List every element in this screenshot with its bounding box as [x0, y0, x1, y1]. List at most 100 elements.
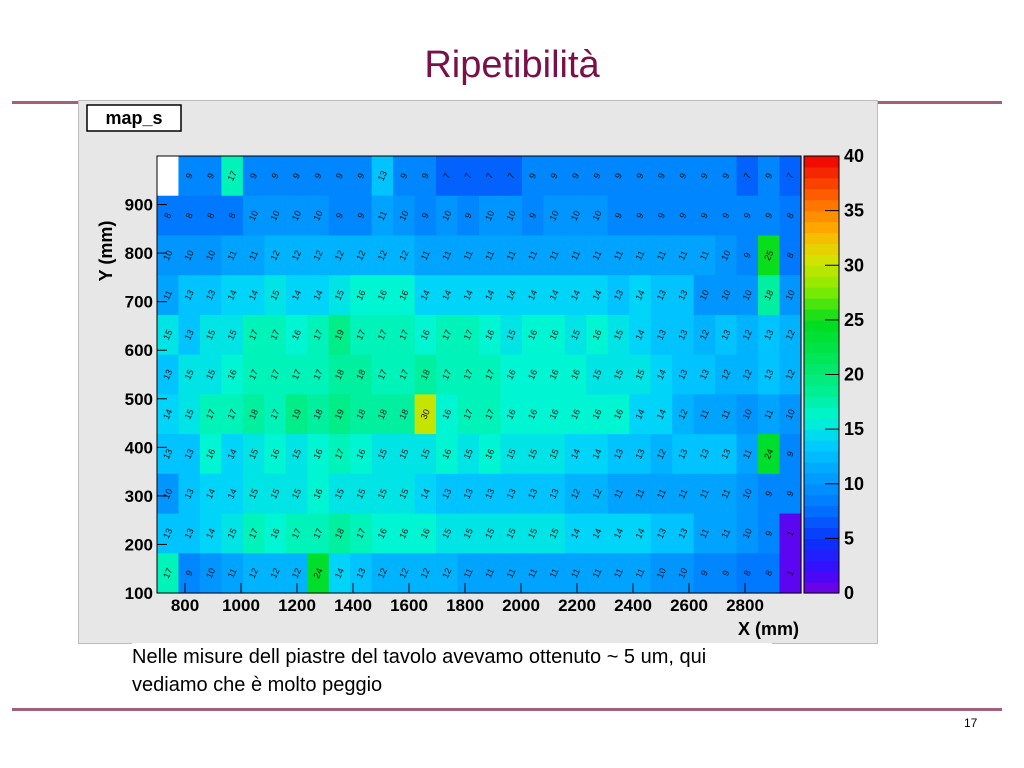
cell-value-label: 9: [420, 171, 431, 180]
cell-value-label: 13: [376, 169, 389, 182]
cell-value-label: 9: [398, 171, 409, 180]
heatmap-cell: [479, 434, 502, 475]
cell-value-label: 12: [268, 249, 281, 262]
heatmap-cell: [543, 394, 566, 435]
heatmap-cell: [157, 156, 180, 197]
colorbar: 0 5 10 15 20 25 30 35 40: [803, 146, 864, 603]
cell-value-label: 15: [183, 368, 196, 381]
colorbar-segment: [804, 341, 839, 354]
x-tick-label: 800: [171, 596, 199, 615]
cell-value-label: 13: [161, 447, 174, 460]
heatmap-cell: [285, 275, 308, 316]
cell-value-label: 16: [397, 288, 410, 301]
cell-value-label: 15: [419, 447, 432, 460]
heatmap-cell: [650, 235, 673, 276]
colorbar-segment: [804, 472, 839, 485]
cell-value-label: 9: [720, 569, 731, 578]
heatmap-cell: [564, 275, 587, 316]
heatmap-cell: [285, 195, 308, 237]
x-tick-label: 2600: [670, 596, 708, 615]
heatmap-cell: [479, 553, 502, 594]
cell-value-label: 13: [698, 368, 711, 381]
cell-value-label: 14: [225, 447, 238, 460]
heatmap-cell: [199, 314, 222, 356]
heatmap-cell: [586, 434, 609, 475]
heatmap-cell: [500, 275, 523, 316]
cell-value-label: 12: [397, 566, 410, 579]
cell-value-label: 16: [354, 288, 367, 301]
heatmap-cell: [672, 473, 695, 515]
heatmap-cell: [178, 235, 201, 276]
heatmap-cell: [693, 314, 716, 356]
heatmap-plot: map_s 9 9 17 9 9 9 9 9 9 13 9 9 7 7 7 7 9 9 9 9 9 9 9 9 9 9 7 9 7 8 8 8…: [78, 100, 878, 644]
heatmap-cell: [285, 473, 308, 515]
cell-value-label: 16: [290, 328, 303, 341]
heatmap-cell: [371, 354, 394, 395]
heatmap-cell: [500, 156, 523, 197]
cell-value-label: 15: [505, 447, 518, 460]
colorbar-tick-label: 15: [844, 419, 864, 439]
cell-value-label: 7: [785, 171, 796, 180]
cell-value-label: 17: [376, 368, 389, 381]
heatmap-cell: [457, 156, 480, 197]
cell-value-label: 16: [311, 447, 324, 460]
cell-value-label: 12: [290, 566, 303, 579]
heatmap-cell: [457, 394, 480, 435]
heatmap-cell: [758, 314, 781, 356]
heatmap-cell: [629, 156, 652, 197]
cell-value-label: 10: [440, 209, 453, 222]
heatmap-cell: [436, 513, 459, 554]
heatmap-cell: [736, 314, 759, 356]
heatmap-cell: [242, 513, 265, 554]
heatmap-cell: [672, 354, 695, 395]
colorbar-segment: [804, 243, 839, 255]
heatmap-cell: [758, 195, 781, 237]
heatmap-cell: [414, 513, 437, 554]
colorbar-tick-label: 40: [844, 146, 864, 166]
heatmap-cell: [607, 195, 630, 237]
cell-value-label: 13: [676, 328, 689, 341]
heatmap-cell: [693, 235, 716, 276]
heatmap-cell: [586, 195, 609, 237]
heatmap-cell: [393, 195, 416, 237]
cell-value-label: 9: [656, 171, 667, 180]
cell-value-label: 18: [333, 527, 346, 540]
cell-value-label: 15: [440, 527, 453, 540]
cell-value-label: 11: [505, 567, 518, 580]
heatmap-cell: [307, 434, 330, 475]
cell-value-label: 16: [397, 527, 410, 540]
heatmap-cell: [371, 195, 394, 237]
heatmap-cell: [242, 354, 265, 395]
cell-value-label: 10: [569, 209, 582, 222]
heatmap-cell: [715, 394, 738, 435]
title-rule-right: [878, 101, 1002, 104]
heatmap-cell: [607, 434, 630, 475]
heatmap-cell: [672, 513, 695, 554]
heatmap-cell: [242, 434, 265, 475]
heatmap-cell: [414, 473, 437, 515]
cell-value-label: 13: [676, 368, 689, 381]
colorbar-segment: [804, 352, 839, 365]
heatmap-cell: [586, 394, 609, 435]
cell-value-label: 14: [290, 288, 303, 301]
cell-value-label: 13: [354, 566, 367, 579]
cell-value-label: 10: [698, 288, 711, 301]
cell-value-label: 11: [676, 249, 689, 262]
cell-value-label: 17: [290, 368, 303, 381]
cell-value-label: 11: [719, 487, 732, 500]
x-tick-label: 2400: [614, 596, 652, 615]
cell-value-label: 15: [183, 408, 196, 421]
heatmap-cell: [350, 354, 373, 395]
heatmap-cell: [242, 394, 265, 435]
heatmap-cell: [586, 473, 609, 515]
heatmap-cell: [157, 314, 180, 356]
heatmap-cell: [758, 275, 781, 316]
cell-value-label: 10: [268, 209, 281, 222]
cell-value-label: 14: [655, 368, 668, 381]
heatmap-cell: [307, 354, 330, 395]
heatmap-cell: [199, 473, 222, 515]
cell-value-label: 16: [547, 408, 560, 421]
heatmap-cell: [543, 553, 566, 594]
colorbar-segment: [804, 276, 839, 288]
cell-value-label: 16: [268, 527, 281, 540]
